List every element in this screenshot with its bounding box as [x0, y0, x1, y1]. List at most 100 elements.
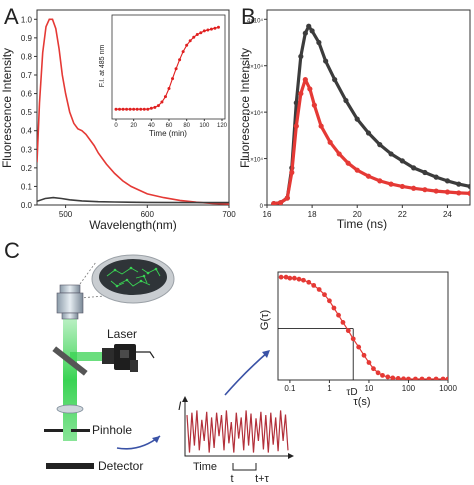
detector-label: Detector: [98, 459, 143, 473]
inset-point: [206, 28, 210, 32]
inset-x-tick-label: 40: [148, 123, 155, 129]
inset-point: [153, 105, 157, 109]
inset-x-tick-label: 0: [114, 123, 118, 129]
inset-x-tick-label: 20: [130, 123, 137, 129]
arrow-to-trace-head: [152, 436, 160, 443]
decay-point-red: [298, 90, 304, 97]
decay-point-dark: [444, 178, 451, 184]
laser-label: Laser: [107, 327, 137, 341]
panel-c-chart: 0.1 1 10 100 1000 τD τ(s) G(τ): [259, 271, 457, 408]
correlation-point: [361, 352, 367, 358]
fluorescent-filaments: [106, 267, 161, 287]
excitation-beam: [63, 319, 77, 441]
inset-point: [209, 27, 213, 31]
inset-point: [149, 106, 153, 110]
inset-x-ticks: 0 20 40 60 80 100 120: [114, 119, 228, 129]
y-tick-label: 3×10⁴: [247, 64, 264, 71]
panel-b-y-ticks: 0 1×10⁴ 2×10⁴ 3×10⁴ 4×10⁴: [247, 17, 267, 210]
panel-b-y-label: Fluorescence Intensity: [238, 48, 252, 168]
panel-a-y-ticks: 0.0 0.1 0.2 0.3 0.4 0.5 0.6 0.7 0.8 0.9 1.0: [21, 15, 37, 210]
x-tick-label: 24: [443, 210, 452, 219]
correlation-point: [440, 376, 446, 380]
correlation-point: [419, 376, 425, 380]
inset-point: [125, 107, 129, 111]
decay-point-red: [345, 160, 351, 166]
decay-point-red: [277, 200, 284, 205]
trace-x-arrowhead: [288, 453, 294, 459]
correlation-point: [287, 275, 293, 281]
trace-x-label: Time: [193, 461, 217, 473]
decay-point-red: [284, 195, 290, 201]
panel-c-x-label: τ(s): [353, 396, 370, 408]
y-tick-label: 0.5: [21, 108, 33, 117]
y-tick-label: 1.0: [21, 15, 33, 24]
correlation-point: [306, 279, 312, 285]
inset-point: [121, 107, 125, 111]
trace-t-tau-label: t+τ: [255, 473, 269, 485]
dichroic-mirror: [52, 346, 88, 376]
decay-point-red: [433, 188, 439, 194]
decay-point-red: [293, 123, 299, 129]
trace-signal: [186, 410, 289, 453]
y-tick-label: 0.6: [21, 90, 33, 99]
y-tick-label: 0.8: [21, 52, 33, 61]
y-tick-label: 0.7: [21, 71, 33, 80]
inset-point: [185, 43, 189, 47]
decay-point-red: [302, 77, 308, 83]
correlation-point: [336, 312, 341, 318]
correlation-point: [395, 376, 401, 380]
inset-point: [174, 67, 178, 71]
inset-point: [171, 77, 175, 81]
correlation-point: [445, 376, 448, 380]
x-tick-label: 22: [398, 210, 407, 219]
decay-point-dark: [323, 58, 329, 64]
trace-line: [186, 410, 289, 453]
panel-a-y-label: Fluorescence Intensity: [0, 48, 14, 168]
series-line-treated: [37, 18, 229, 205]
trace-t-label: t: [230, 473, 233, 485]
decay-point-dark: [399, 158, 405, 164]
trace-y-label: I: [178, 399, 182, 413]
correlation-point: [406, 376, 411, 380]
correlation-point: [301, 277, 306, 283]
correlation-line: [281, 276, 448, 380]
panel-label-b: B: [241, 4, 256, 29]
decay-point-dark: [365, 130, 372, 136]
correlation-point: [390, 375, 396, 380]
correlation-point: [283, 274, 289, 280]
trace-y-arrowhead: [182, 396, 188, 402]
correlation-point: [413, 376, 418, 380]
inset-point: [132, 107, 136, 111]
x-tick-label: 20: [353, 210, 362, 219]
inset-x-tick-label: 80: [183, 123, 190, 129]
panel-b-chart: 0 1×10⁴ 2×10⁴ 3×10⁴ 4×10⁴ 16 18 20 22 24 Time (n…: [238, 9, 471, 231]
correlation-point: [433, 376, 439, 380]
decay-point-red: [365, 173, 372, 179]
sample-dish: [91, 254, 175, 304]
decay-point-red: [336, 151, 342, 157]
decay-point-dark: [467, 183, 470, 190]
y-tick-label: 0.9: [21, 34, 33, 43]
correlation-point: [385, 374, 391, 380]
y-tick-label: 0.1: [21, 182, 33, 191]
decay-point-red: [289, 169, 295, 176]
panel-c-guides: [278, 328, 354, 380]
correlation-point: [340, 320, 346, 325]
decay-point-dark: [293, 100, 299, 106]
decay-point-red: [422, 187, 428, 193]
correlation-point: [375, 370, 381, 376]
decay-point-dark: [377, 142, 383, 148]
decay-point-red: [388, 181, 394, 187]
decay-point-red: [411, 185, 417, 191]
inset-point: [213, 26, 217, 30]
correlation-point: [366, 360, 372, 365]
decay-point-red: [456, 190, 462, 196]
series-line-control: [37, 196, 229, 204]
inset-point: [199, 31, 203, 35]
panel-b-frame: [266, 9, 471, 206]
inset-point: [178, 58, 182, 62]
decay-point-dark: [422, 169, 428, 176]
decay-point-dark: [456, 181, 462, 187]
y-tick-label: 0.3: [21, 145, 33, 154]
panel-c-frame: [277, 271, 449, 381]
